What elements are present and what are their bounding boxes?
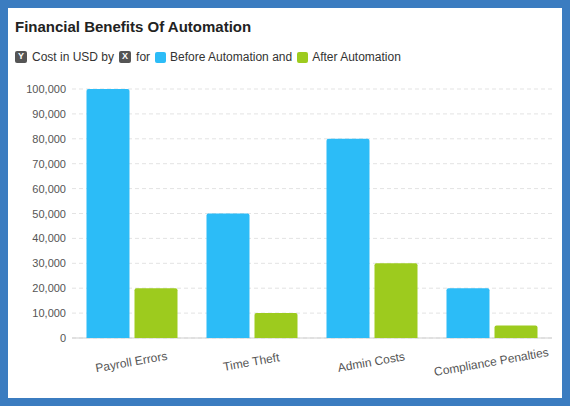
- y-tick-label: 60,000: [32, 183, 66, 195]
- bar: [87, 89, 130, 338]
- bars: [87, 89, 538, 338]
- y-label: Cost in USD: [32, 50, 98, 64]
- y-tick-label: 0: [60, 332, 66, 344]
- y-badge: Y: [15, 51, 27, 63]
- bar: [375, 263, 418, 338]
- grid-line: [72, 213, 552, 214]
- y-tick-label: 100,000: [26, 83, 66, 95]
- grid-line: [72, 89, 552, 90]
- grid-line: [72, 188, 552, 189]
- grid-line: [72, 238, 552, 239]
- legend: Y Cost in USD by Xfor Before Automation and…: [15, 50, 406, 64]
- legend-word: and: [269, 50, 292, 64]
- legend-word: by: [98, 50, 114, 64]
- legend-entry: After Automation: [312, 50, 401, 64]
- bar: [255, 313, 298, 338]
- legend-swatch: [297, 52, 308, 63]
- x-tick-label: Time Theft: [222, 350, 281, 374]
- bar: [327, 139, 370, 338]
- bar: [495, 326, 538, 338]
- grid-line: [72, 113, 552, 114]
- title: Financial Benefits Of Automation: [15, 18, 251, 35]
- x-tick-label: Admin Costs: [337, 349, 406, 375]
- x-tick-label: Payroll Errors: [94, 349, 168, 375]
- grid-line: [72, 163, 552, 164]
- y-tick-label: 80,000: [32, 133, 66, 145]
- y-tick-label: 40,000: [32, 232, 66, 244]
- legend-entry: Before Automation: [170, 50, 269, 64]
- y-tick-label: 90,000: [32, 108, 66, 120]
- x-badge: X: [119, 51, 131, 63]
- grid-line: [72, 263, 552, 264]
- bar: [135, 288, 178, 338]
- chart: 0 10,000 20,000 30,000 40,000 50,000 60,000 70,…: [8, 8, 562, 398]
- y-tick-label: 10,000: [32, 307, 66, 319]
- y-tick-label: 20,000: [32, 282, 66, 294]
- y-tick-label: 30,000: [32, 257, 66, 269]
- legend-word: for: [136, 50, 150, 64]
- bar: [207, 214, 250, 339]
- y-tick-label: 70,000: [32, 158, 66, 170]
- panel: Financial Benefits Of Automation Y Cost i…: [8, 8, 562, 398]
- legend-swatch: [155, 52, 166, 63]
- x-tick-label: Compliance Penalties: [433, 345, 550, 379]
- y-tick-label: 50,000: [32, 208, 66, 220]
- bar: [447, 288, 490, 338]
- grid-line: [72, 138, 552, 139]
